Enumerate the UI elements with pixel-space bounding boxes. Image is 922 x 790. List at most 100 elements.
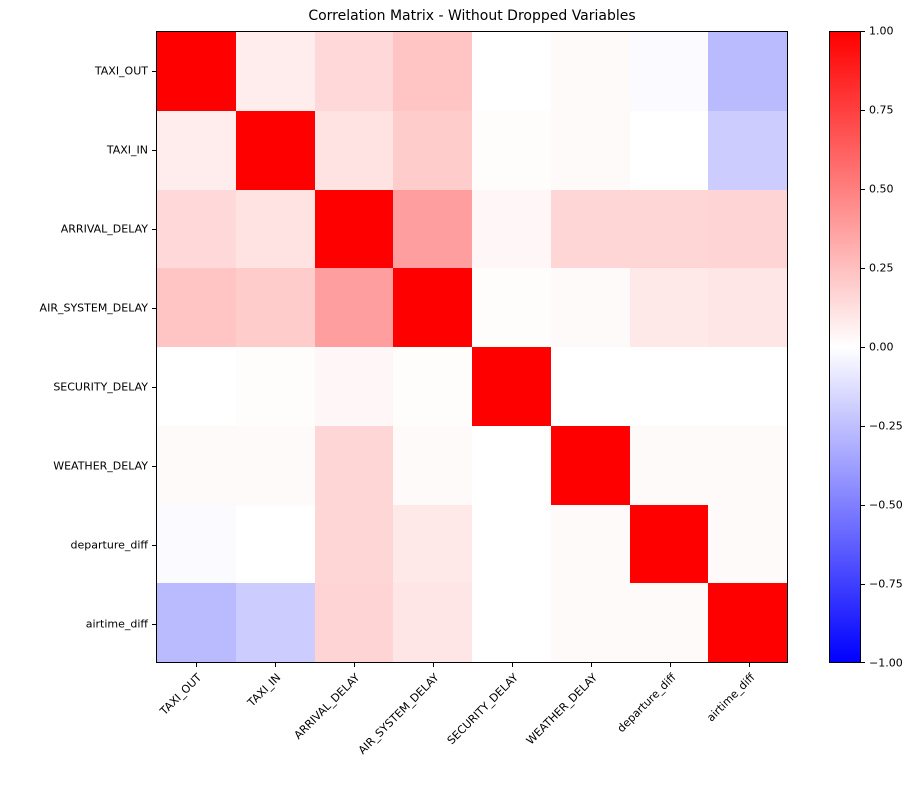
heatmap-cell [629,425,709,505]
colorbar-tick [861,110,865,111]
heatmap-cell [708,425,787,505]
heatmap-cell [550,583,630,662]
heatmap-cell [472,189,551,269]
heatmap-cell [472,347,551,426]
colorbar-tick [861,268,865,269]
colorbar-tick-label: 0.75 [869,103,894,117]
colorbar-tick-label: 0.25 [869,261,894,275]
heatmap-cell [157,110,236,190]
heatmap-cell [314,32,394,111]
colorbar-tick-label: −1.00 [869,656,903,670]
x-axis-tick [353,663,355,667]
heatmap-cell [550,110,630,190]
colorbar-tick [861,347,865,348]
y-axis-tick [152,307,156,309]
heatmap-cell [235,583,315,662]
y-tick-label: SECURITY_DELAY [53,380,148,393]
x-axis-tick [748,663,750,667]
x-tick-label: airtime_diff [704,671,758,725]
x-tick-label: WEATHER_DELAY [523,671,600,748]
heatmap-cell [472,32,551,111]
y-tick-label: TAXI_OUT [94,64,148,77]
heatmap-cell [472,110,551,190]
x-tick-label: TAXI_IN [245,671,284,710]
colorbar-tick-label: −0.50 [869,498,903,512]
y-tick-label: airtime_diff [85,617,148,630]
chart-title: Correlation Matrix - Without Dropped Var… [308,8,636,24]
y-tick-label: AIR_SYSTEM_DELAY [39,301,148,314]
y-tick-label: TAXI_IN [106,143,148,156]
colorbar-tick-label: 0.50 [869,182,894,196]
heatmap-cell [157,583,236,662]
colorbar-tick-label: −0.75 [869,577,903,591]
heatmap-cell [157,425,236,505]
colorbar-gradient [829,31,861,663]
correlation-heatmap [156,31,788,663]
heatmap-cell [157,347,236,426]
heatmap-cell [314,189,394,269]
heatmap-cell [393,504,472,584]
x-axis-tick [590,663,592,667]
heatmap-cell [314,347,394,426]
x-axis-tick [669,663,671,667]
heatmap-cell [393,189,472,269]
heatmap-cell [157,32,236,111]
heatmap-cell [235,268,315,347]
colorbar-tick [861,189,865,190]
heatmap-cell [393,268,472,347]
heatmap-cell [314,425,394,505]
y-axis-tick [152,386,156,388]
y-tick-label: WEATHER_DELAY [53,459,148,472]
colorbar-tick-label: −0.25 [869,419,903,433]
y-axis-tick [152,70,156,72]
x-axis-tick [274,663,276,667]
heatmap-cell [235,32,315,111]
x-axis-tick [195,663,197,667]
heatmap-cell [157,189,236,269]
heatmap-cell [235,504,315,584]
heatmap-cell [472,504,551,584]
x-tick-label: ARRIVAL_DELAY [291,671,363,742]
x-tick-label: TAXI_OUT [157,671,205,718]
heatmap-cell [157,504,236,584]
heatmap-cell [629,583,709,662]
heatmap-cell [708,583,787,662]
x-tick-label: AIR_SYSTEM_DELAY [355,671,442,757]
heatmap-cell [629,189,709,269]
colorbar-tick [861,426,865,427]
heatmap-cell [314,504,394,584]
heatmap-cell [393,32,472,111]
y-axis-tick [152,465,156,467]
heatmap-cell [235,110,315,190]
x-tick-label: departure_diff [614,671,679,735]
colorbar-tick [861,584,865,585]
colorbar-tick [861,31,865,32]
heatmap-cell [550,189,630,269]
heatmap-cell [393,425,472,505]
colorbar-tick [861,505,865,506]
heatmap-cell [550,268,630,347]
heatmap-cell [629,504,709,584]
heatmap-cell [235,189,315,269]
heatmap-cell [314,268,394,347]
heatmap-cell [550,425,630,505]
heatmap-cell [472,268,551,347]
heatmap-cell [629,268,709,347]
heatmap-cell [393,347,472,426]
x-axis-tick [432,663,434,667]
colorbar-tick-label: 1.00 [869,24,894,38]
x-tick-label: SECURITY_DELAY [444,671,521,748]
heatmap-cell [157,268,236,347]
heatmap-cell [550,504,630,584]
heatmap-cell [708,504,787,584]
y-tick-label: ARRIVAL_DELAY [60,222,148,235]
heatmap-cell [708,32,787,111]
heatmap-cell [550,32,630,111]
heatmap-cell [393,110,472,190]
heatmap-cell [472,425,551,505]
x-axis-tick [511,663,513,667]
y-axis-tick [152,623,156,625]
heatmap-cell [708,347,787,426]
heatmap-cell [393,583,472,662]
